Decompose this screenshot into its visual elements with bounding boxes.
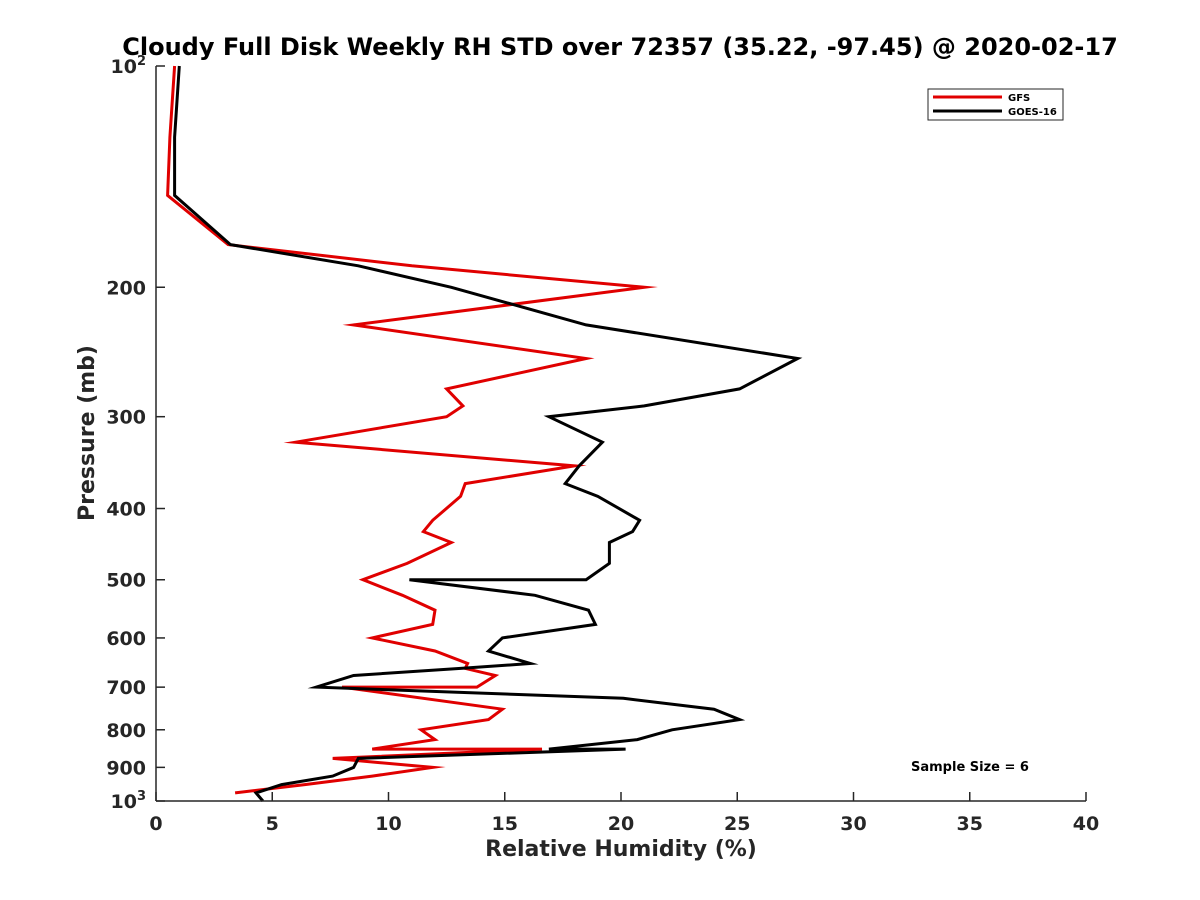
chart-title: Cloudy Full Disk Weekly RH STD over 7235…: [122, 33, 1118, 61]
y-tick-label: 700: [106, 677, 146, 699]
y-tick-label: 400: [106, 499, 146, 521]
y-tick-label: 103: [111, 789, 147, 813]
y-tick-label: 102: [111, 54, 147, 78]
x-tick-label: 0: [149, 813, 162, 835]
y-tick-label: 600: [106, 628, 146, 650]
x-tick-label: 10: [375, 813, 401, 835]
y-tick-label: 900: [106, 757, 146, 779]
x-axis-label: Relative Humidity (%): [485, 837, 757, 862]
x-tick-label: 30: [840, 813, 866, 835]
series-line-goes16: [173, 65, 803, 802]
y-ticks: 102 200 300 400 500 600 700 800 900 103: [106, 54, 165, 813]
x-tick-label: 40: [1073, 813, 1099, 835]
y-tick-label: 300: [106, 407, 146, 429]
x-tick-label: 15: [492, 813, 518, 835]
y-tick-label: 800: [106, 720, 146, 742]
legend: GFS GOES-16: [927, 88, 1064, 121]
y-tick-label: 200: [106, 277, 146, 299]
sample-size-annotation: Sample Size = 6: [911, 760, 1029, 775]
x-ticks: 0 5 10 15 20 25 30 35 40: [149, 792, 1099, 835]
series-line-gfs: [166, 65, 658, 795]
plot-area: [166, 65, 803, 802]
legend-label-goes16: GOES-16: [1008, 107, 1057, 118]
y-tick-label: 500: [106, 570, 146, 592]
legend-label-gfs: GFS: [1008, 93, 1030, 104]
legend-box: [927, 88, 1064, 121]
x-tick-label: 35: [957, 813, 983, 835]
x-tick-label: 5: [266, 813, 279, 835]
x-tick-label: 20: [608, 813, 634, 835]
x-tick-label: 25: [724, 813, 750, 835]
y-axis-label: Pressure (mb): [75, 345, 100, 521]
axes: [155, 66, 1086, 802]
